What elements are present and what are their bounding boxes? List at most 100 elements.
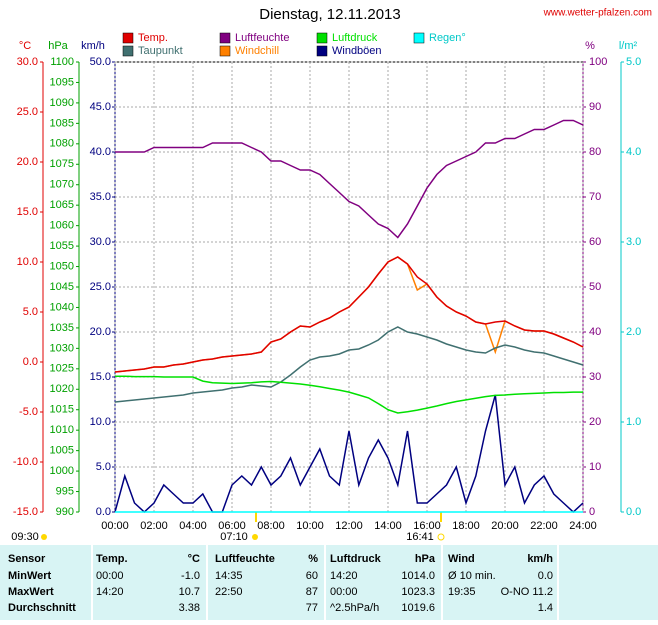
table-cell: 19:35 [448, 586, 476, 598]
y-tick-label: 25.0 [17, 106, 38, 118]
series-line [115, 375, 583, 414]
sun-icon [41, 534, 47, 540]
series-line [114, 394, 584, 514]
y-tick-label: 4.0 [626, 146, 641, 158]
y-tick-label: 60 [589, 236, 601, 248]
y-tick-label: 10.0 [90, 416, 111, 428]
y-tick-label: -15.0 [13, 506, 38, 518]
x-tick-label: 12:00 [335, 520, 363, 532]
y-tick-label: 30.0 [17, 56, 38, 68]
y-tick-label: 50.0 [90, 56, 111, 68]
y-tick-label: 1050 [50, 260, 74, 272]
table-cell: O-NO 11.2 [501, 586, 553, 598]
table-cell: 00:00 [330, 586, 358, 598]
y-tick-label: 40 [589, 326, 601, 338]
x-tick-label: 04:00 [179, 520, 207, 532]
table-cell: 0.0 [538, 570, 553, 582]
axis-title: % [585, 40, 595, 52]
y-tick-label: 100 [589, 56, 607, 68]
y-tick-label: 0.0 [96, 506, 111, 518]
table-header: hPa [415, 553, 436, 565]
y-tick-label: 25.0 [90, 281, 111, 293]
sun-icon [252, 534, 258, 540]
y-tick-label: -10.0 [13, 456, 38, 468]
y-tick-label: 1090 [50, 97, 74, 109]
table-cell: 87 [306, 586, 318, 598]
stats-table: Sensor Temp. °C Luftfeuchte% Luftdruck hPa Win… [0, 545, 658, 620]
x-tick-label: 18:00 [452, 520, 480, 532]
legend-label: Temp. [138, 32, 168, 44]
y-tick-label: 20 [589, 416, 601, 428]
series-line [114, 256, 584, 373]
y-tick-label: 1020 [50, 383, 74, 395]
table-header: Temp. [96, 553, 128, 565]
y-tick-label: 1.0 [626, 416, 641, 428]
x-tick-label: 02:00 [140, 520, 168, 532]
y-tick-label: 5.0 [96, 461, 111, 473]
y-tick-label: 10 [589, 461, 601, 473]
y-tick-label: 1015 [50, 404, 74, 416]
table-cell: 60 [306, 570, 318, 582]
table-cell: 1014.0 [401, 570, 435, 582]
y-tick-label: 45.0 [90, 101, 111, 113]
y-tick-label: 995 [56, 485, 74, 497]
x-tick-label: 10:00 [296, 520, 324, 532]
table-cell: MinWert [8, 570, 52, 582]
y-tick-label: 15.0 [90, 371, 111, 383]
table-cell: 10.7 [179, 586, 200, 598]
x-tick-label: 00:00 [101, 520, 129, 532]
table-cell: 77 [306, 602, 318, 614]
legend-label: Luftfeuchte [235, 32, 289, 44]
table-header: °C [188, 553, 200, 565]
legend-label: Luftdruck [332, 32, 378, 44]
y-tick-label: 0.0 [626, 506, 641, 518]
table-cell: -1.0 [181, 570, 200, 582]
y-tick-label: -5.0 [19, 406, 38, 418]
y-tick-label: 1010 [50, 424, 74, 436]
y-tick-label: 1040 [50, 301, 74, 313]
y-tick-label: 5.0 [626, 56, 641, 68]
table-header: Wind [448, 553, 475, 565]
table-cell: 1.4 [538, 602, 553, 614]
y-tick-label: 1035 [50, 322, 74, 334]
y-tick-label: 30 [589, 371, 601, 383]
axis-title: hPa [48, 40, 68, 52]
y-tick-label: 1085 [50, 117, 74, 129]
x-tick-label: 24:00 [569, 520, 597, 532]
x-tick-label: 14:00 [374, 520, 402, 532]
table-cell: Ø 10 min. [448, 570, 496, 582]
legend-swatch [316, 32, 328, 44]
table-header: Sensor [8, 553, 46, 565]
table-cell: ^2.5hPa/h [330, 602, 379, 614]
table-cell: Durchschnitt [8, 602, 76, 614]
legend-swatch [413, 32, 425, 44]
table-cell: 1023.3 [401, 586, 435, 598]
table-header: km/h [527, 553, 553, 565]
y-tick-label: 15.0 [17, 206, 38, 218]
y-tick-label: 40.0 [90, 146, 111, 158]
table-cell: 14:20 [96, 586, 124, 598]
x-tick-label: 16:00 [413, 520, 441, 532]
sun-icon [437, 533, 445, 541]
y-tick-label: 1065 [50, 199, 74, 211]
axis-title: l/m² [619, 40, 638, 52]
table-header: Luftdruck [330, 553, 382, 565]
y-tick-label: 80 [589, 146, 601, 158]
table-cell: 00:00 [96, 570, 124, 582]
y-tick-label: 20.0 [17, 156, 38, 168]
y-tick-label: 990 [56, 506, 74, 518]
y-tick-label: 30.0 [90, 236, 111, 248]
legend-label: Regen° [429, 32, 466, 44]
y-tick-label: 50 [589, 281, 601, 293]
y-tick-label: 1095 [50, 76, 74, 88]
x-tick-label: 06:00 [218, 520, 246, 532]
y-tick-label: 20.0 [90, 326, 111, 338]
y-tick-label: 0.0 [23, 356, 38, 368]
legend-label: Windchill [235, 45, 279, 57]
legend-swatch [122, 32, 134, 44]
legend-label: Windböen [332, 45, 382, 57]
series-line [114, 326, 584, 403]
table-cell: MaxWert [8, 586, 54, 598]
table-cell: 1019.6 [401, 602, 435, 614]
y-tick-label: 1070 [50, 179, 74, 191]
